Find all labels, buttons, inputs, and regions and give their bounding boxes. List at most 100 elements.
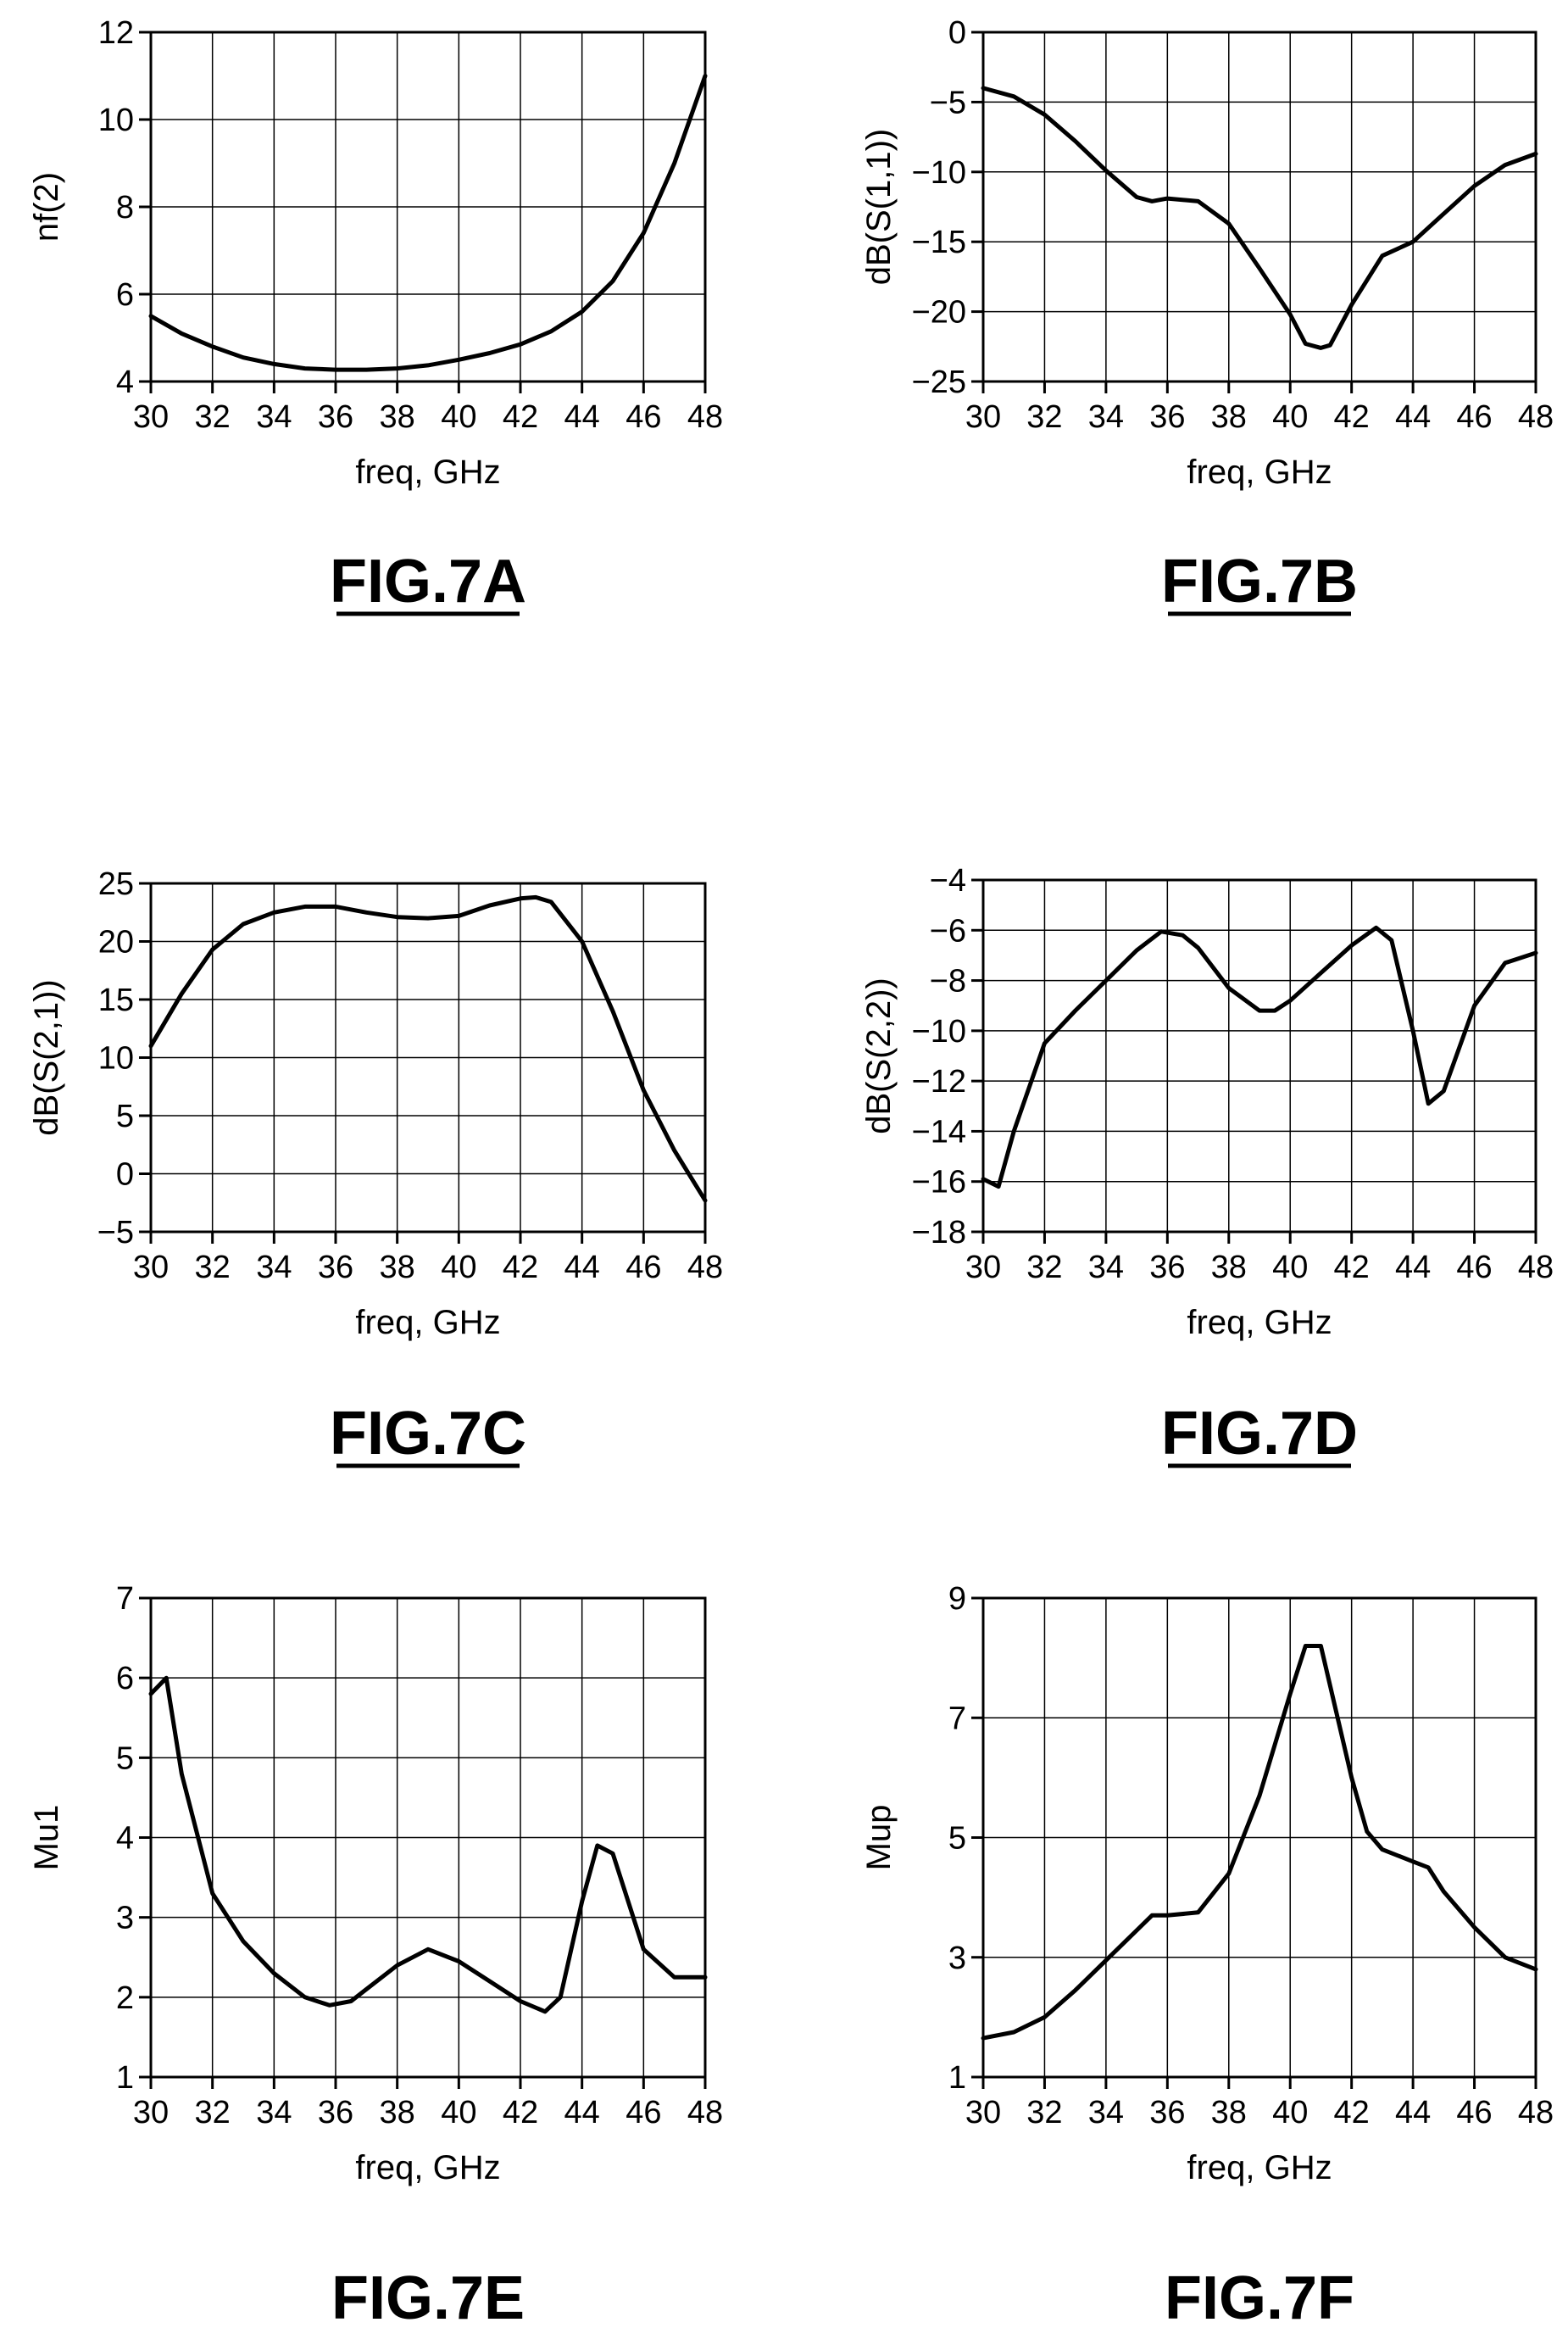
plot-frame [149,882,707,1234]
x-tick-label: 38 [380,1250,415,1285]
y-tick-label: 1 [116,2060,134,2096]
figure-label: FIG.7B [1161,548,1358,615]
chart-3: 30 32 34 36 38 40 42 44 46 48 25 20 15 10 5 0 −5 freq, GH… [28,866,723,1468]
y-axis-label: dB(S(2,2)) [860,977,898,1134]
y-tick-label: −4 [930,863,966,899]
figure-label: FIG.7F [1165,2264,1354,2328]
x-tick-label: 40 [441,1250,476,1285]
x-tick-label: 46 [626,2095,661,2130]
x-tick-label: 46 [626,1250,661,1285]
x-tick-label: 36 [1149,2095,1185,2130]
y-tick-label: −25 [912,365,966,400]
y-axis-label: Mup [860,1805,898,1871]
x-axis-label: freq, GHz [1187,454,1332,491]
x-tick-label: 36 [318,1250,353,1285]
y-tick-label: 4 [116,365,134,400]
x-tick-label: 42 [503,1250,538,1285]
x-tick-label: 44 [1395,399,1431,435]
x-tick-label: 46 [1456,1250,1492,1285]
x-tick-label: 42 [503,399,538,435]
y-tick-label: −12 [912,1064,966,1100]
y-axis-label: dB(S(1,1)) [860,129,898,286]
plot-frame [981,1596,1537,2079]
x-tick-label: 40 [1272,1250,1308,1285]
x-tick-label: 36 [318,2095,353,2130]
chart-2: 30 32 34 36 38 40 42 44 46 48 0 −5 −10 −15 −20 −25 freq,… [860,15,1554,616]
y-tick-label: 20 [98,925,134,961]
y-tick-label: −16 [912,1165,966,1200]
x-tick-label: 40 [441,399,476,435]
y-tick-label: 0 [116,1157,134,1193]
x-tick-label: 46 [1456,399,1492,435]
y-tick-label: −14 [912,1114,966,1150]
x-tick-label: 42 [503,2095,538,2130]
y-tick-label: 6 [116,1661,134,1696]
x-tick-label: 48 [1518,2095,1554,2130]
y-tick-label: 9 [948,1581,966,1617]
x-tick-label: 36 [318,399,353,435]
x-tick-label: 32 [1026,1250,1062,1285]
series-line [981,86,1538,350]
y-tick-label: 5 [116,1099,134,1134]
x-tick-label: 34 [256,399,292,435]
y-tick-label: 1 [948,2060,966,2096]
y-tick-label: 5 [116,1740,134,1776]
chart-4: 30 32 34 36 38 40 42 44 46 48 −4 −6 −8 −10 −12 −14 −16 −1… [860,863,1554,1468]
y-tick-label: 8 [116,190,134,226]
x-tick-label: 48 [687,1250,723,1285]
chart-6: 30 32 34 36 38 40 42 44 46 48 1 3 5 7 9 freq, GHz Mup FIG… [860,1581,1554,2328]
x-tick-label: 44 [1395,2095,1431,2130]
y-tick-label: 10 [98,1041,134,1077]
x-tick-label: 44 [564,399,600,435]
series-line [148,1675,708,2014]
x-tick-label: 34 [1088,1250,1124,1285]
x-tick-label: 40 [1272,399,1308,435]
series-line [981,1644,1538,2041]
x-tick-label: 32 [1026,2095,1062,2130]
x-tick-label: 34 [256,2095,292,2130]
x-tick-label: 42 [1334,1250,1370,1285]
y-tick-label: −18 [912,1215,966,1250]
y-tick-label: 25 [98,866,134,902]
x-axis-label: freq, GHz [355,2149,500,2186]
y-tick-label: 3 [116,1901,134,1936]
x-tick-label: 48 [687,399,723,435]
x-tick-label: 42 [1334,2095,1370,2130]
y-tick-label: −15 [912,225,966,260]
x-tick-label: 44 [564,2095,600,2130]
x-tick-label: 48 [1518,1250,1554,1285]
y-tick-label: 15 [98,983,134,1018]
x-tick-label: 46 [626,399,661,435]
y-tick-label: 6 [116,277,134,313]
x-tick-label: 38 [380,2095,415,2130]
x-tick-label: 38 [1211,2095,1247,2130]
x-tick-label: 30 [965,2095,1001,2130]
y-tick-label: −6 [930,913,966,949]
x-axis-label: freq, GHz [1187,1304,1332,1341]
plot-frame [149,1596,707,2079]
x-tick-label: 40 [1272,2095,1308,2130]
x-tick-label: 36 [1149,1250,1185,1285]
x-tick-label: 42 [1334,399,1370,435]
y-tick-label: −5 [97,1215,134,1250]
y-tick-label: 12 [98,15,134,51]
y-tick-label: −10 [912,155,966,191]
x-axis-label: freq, GHz [355,1304,500,1341]
y-tick-label: 10 [98,103,134,138]
y-tick-label: 0 [948,15,966,51]
x-axis-label: freq, GHz [355,454,500,491]
x-tick-label: 48 [687,2095,723,2130]
y-tick-label: −5 [930,85,966,120]
series-line [148,894,708,1203]
x-tick-label: 34 [256,1250,292,1285]
x-tick-label: 32 [195,2095,231,2130]
plot-frame [149,31,707,383]
y-axis-label: Mu1 [28,1805,65,1871]
y-tick-label: 2 [116,1980,134,2016]
x-tick-label: 40 [441,2095,476,2130]
y-axis-label: nf(2) [28,172,65,242]
series-line [981,925,1538,1189]
x-tick-label: 48 [1518,399,1554,435]
figure-label: FIG.7E [331,2264,525,2328]
